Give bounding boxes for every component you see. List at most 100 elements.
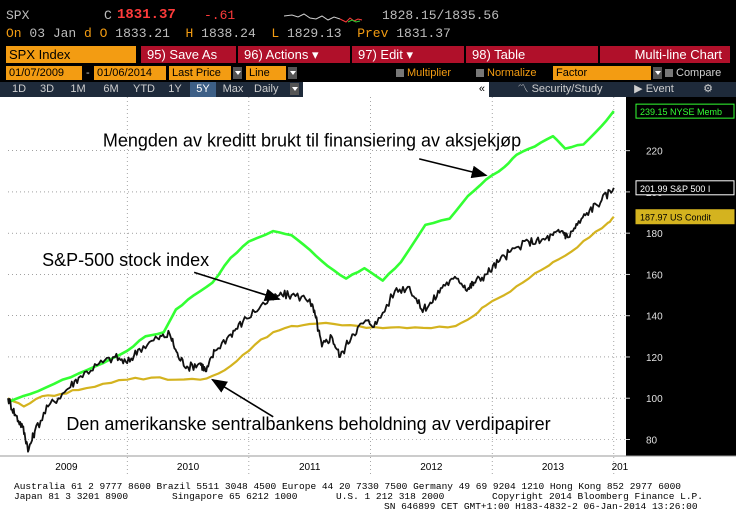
intraday-sparkline	[284, 13, 363, 23]
period-5y[interactable]: 5Y	[190, 82, 216, 97]
actions-label: 96) Actions	[244, 47, 309, 62]
event-button[interactable]: ▶ Event	[622, 82, 686, 97]
footer-copyright: Copyright 2014 Bloomberg Finance L.P.	[492, 491, 703, 502]
security-field[interactable]: SPX Index	[6, 46, 136, 63]
footer-phone-line-1: Australia 61 2 9777 8600 Brazil 5511 304…	[14, 481, 682, 492]
footer: Australia 61 2 9777 8600 Brazil 5511 304…	[0, 476, 736, 527]
x-tick-label: 201	[612, 462, 629, 473]
multiplier-toggle[interactable]: Multiplier	[396, 66, 451, 80]
footer-phone-singapore: Singapore 65 6212 1000	[172, 491, 298, 502]
compare-label: Compare	[676, 67, 722, 79]
factor-select[interactable]: Factor	[553, 66, 651, 80]
x-tick-label: 2010	[177, 462, 200, 473]
series-line-nyse-memb	[7, 110, 615, 404]
open-price: 1833.21	[115, 26, 170, 41]
footer-phone-japan: Japan 81 3 3201 8900	[14, 491, 129, 502]
event-icon: ▶	[634, 83, 643, 95]
last-value-badge	[635, 180, 735, 196]
edit-label: 97) Edit	[358, 47, 403, 62]
multi-line-chart-title: Multi-line Chart	[600, 46, 730, 63]
last-value-label: 187.97 US Condit	[640, 213, 712, 223]
x-axis: 2009 2010 2011 2012 2013 201	[0, 455, 736, 473]
y-tick-label: 220	[646, 147, 663, 158]
last-value-label: 201.99 S&P 500 I	[640, 184, 710, 194]
gridlines	[8, 97, 626, 476]
y-axis-panel	[626, 97, 736, 456]
last-value-labels: 239.15 NYSE Memb 201.99 S&P 500 I 187.97 U…	[635, 103, 735, 225]
options-bar: 01/07/2009 - 01/06/2014 Last Price Line …	[0, 65, 736, 81]
period-6m[interactable]: 6M	[103, 83, 119, 95]
gear-icon: ⚙	[703, 83, 713, 95]
security-study-label: Security/Study	[531, 83, 603, 95]
series-line-us-condit	[7, 215, 615, 408]
compare-checkbox-icon	[665, 69, 673, 77]
security-study-button[interactable]: 〽 Security/Study	[500, 82, 620, 97]
style-dropdown-icon[interactable]	[288, 67, 297, 79]
low-price: 1829.13	[286, 26, 342, 41]
date-separator: -	[86, 67, 90, 79]
series-lines	[7, 110, 615, 453]
end-date-input[interactable]: 01/06/2014	[94, 66, 166, 80]
last-value-badge	[635, 103, 735, 119]
frequency-select[interactable]: Daily	[250, 82, 302, 97]
y-tick-label: 140	[646, 312, 663, 323]
period-1d[interactable]: 1D	[11, 83, 27, 95]
last-value-label: 239.15 NYSE Memb	[640, 107, 722, 117]
prev-price: 1831.37	[396, 26, 451, 41]
period-1y[interactable]: 1Y	[168, 83, 182, 95]
start-date-input[interactable]: 01/07/2009	[6, 66, 82, 80]
footer-phone-us: U.S. 1 212 318 2000	[336, 491, 445, 502]
period-max[interactable]: Max	[222, 83, 244, 95]
table-button[interactable]: 98) Table	[466, 46, 598, 63]
collapse-toggle[interactable]: «	[303, 82, 489, 97]
high-label: H	[185, 26, 194, 41]
price-change: -.61	[204, 8, 236, 23]
trend-icon: 〽	[517, 83, 529, 95]
close-flag: C	[104, 8, 112, 23]
factor-dropdown-icon[interactable]	[653, 67, 662, 79]
annotation-arrow	[211, 378, 274, 418]
y-tick-label: 120	[646, 353, 663, 364]
bid-ask: 1828.15/1835.56	[382, 8, 500, 23]
field-dropdown-icon[interactable]	[233, 67, 242, 79]
multi-line-chart: 80100120140160180200220 2009201020112012…	[0, 97, 736, 476]
low-label: L	[271, 26, 280, 41]
period-bar: 1D 3D 1M 6M YTD 1Y 5Y Max Daily « 〽 Secu…	[0, 82, 736, 97]
period-1m[interactable]: 1M	[70, 83, 86, 95]
x-tick-label: 2011	[299, 462, 321, 473]
event-label: Event	[645, 83, 674, 95]
period-3d[interactable]: 3D	[39, 83, 55, 95]
open-label: O	[99, 26, 108, 41]
chart-background	[0, 97, 736, 476]
style-select[interactable]: Line	[246, 66, 286, 80]
prev-label: Prev	[357, 26, 389, 41]
edit-button[interactable]: 97) Edit ▾	[352, 46, 464, 63]
x-tick-label: 2009	[55, 462, 78, 473]
save-as-button[interactable]: 95) Save As	[141, 46, 236, 63]
high-price: 1838.24	[201, 26, 256, 41]
y-tick-label: 80	[646, 435, 658, 446]
annotation-arrow	[418, 158, 488, 179]
period-ytd[interactable]: YTD	[133, 83, 155, 95]
footer-session-info: SN 646899 CET GMT+1:00 H183-4832-2 06-Ja…	[384, 501, 698, 512]
actions-chevron-icon: ▾	[311, 47, 319, 62]
x-tick-label: 2012	[420, 462, 443, 473]
field-select[interactable]: Last Price	[169, 66, 231, 80]
compare-toggle[interactable]: Compare	[665, 66, 721, 80]
settings-button[interactable]: ⚙	[688, 82, 728, 97]
actions-button[interactable]: 96) Actions ▾	[238, 46, 350, 63]
annotation-text: Mengden av kreditt brukt til finansierin…	[103, 131, 521, 151]
last-value-badge	[635, 209, 735, 225]
annotation-text: S&P-500 stock index	[42, 250, 209, 270]
quote-detail-line: On 03 Jan d O 1833.21 H 1838.24 L 1829.1…	[6, 26, 451, 41]
quote-symbol: SPX	[6, 8, 30, 23]
normalize-toggle[interactable]: Normalize	[476, 66, 537, 80]
x-tick-label: 2013	[542, 462, 565, 473]
frequency-dropdown-icon	[290, 83, 299, 95]
on-label: On	[6, 26, 22, 41]
normalize-checkbox-icon	[476, 69, 484, 77]
y-tick-label: 100	[646, 394, 663, 405]
last-price: 1831.37	[117, 7, 176, 23]
annotations: Mengden av kreditt brukt til finansierin…	[42, 131, 551, 435]
x-axis-panel	[0, 456, 736, 476]
